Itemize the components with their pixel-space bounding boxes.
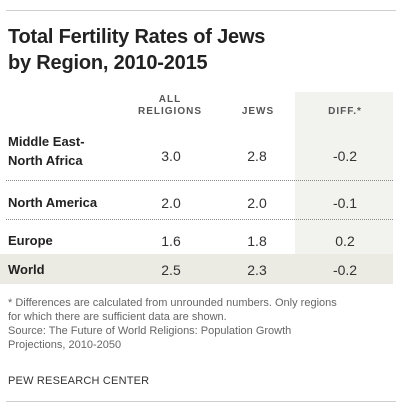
header-all-religions-line-1: ALL <box>158 94 182 105</box>
cell-europe-all-religions: 1.6 <box>161 233 181 249</box>
cell-mena-diff: -0.2 <box>332 148 358 164</box>
cell-europe-diff: 0.2 <box>335 233 355 249</box>
header-diff: DIFF.* <box>328 106 362 117</box>
header-all-religions-line-2: RELIGIONS <box>137 106 202 117</box>
title-line-1: Total Fertility Rates of Jews <box>8 26 266 48</box>
source-line-2: Projections, 2010-2050 <box>8 339 122 351</box>
bottom-rule <box>6 401 396 402</box>
row-label-europe: Europe <box>8 233 53 248</box>
cell-world-jews: 2.3 <box>247 262 267 278</box>
title-line-2: by Region, 2010-2015 <box>8 52 208 74</box>
row-divider <box>6 219 393 220</box>
row-divider <box>6 180 393 181</box>
cell-europe-jews: 1.8 <box>247 233 267 249</box>
cell-north-america-all-religions: 2.0 <box>161 195 181 211</box>
notes: * Differences are calculated from unroun… <box>8 296 396 352</box>
header-all-religions: ALL RELIGIONS <box>130 94 210 118</box>
note-line-1: * Differences are calculated from unroun… <box>8 297 337 309</box>
cell-mena-all-religions: 3.0 <box>161 148 181 164</box>
world-row-shade <box>0 254 393 284</box>
chart-title: Total Fertility Rates of Jews by Region,… <box>8 24 388 76</box>
source-line-1: Source: The Future of World Religions: P… <box>8 325 292 337</box>
row-label-middle-east-north-africa: Middle East- North Africa <box>8 132 85 170</box>
diff-column-shade <box>295 92 393 254</box>
row-label-line-1: Middle East- <box>8 134 85 149</box>
cell-north-america-diff: -0.1 <box>332 195 358 211</box>
row-label-line-2: North Africa <box>8 153 83 168</box>
row-label-north-america: North America <box>8 195 98 210</box>
top-rule <box>6 10 396 11</box>
row-label-world: World <box>8 262 45 277</box>
note-line-2: for which there are sufficient data are … <box>8 311 227 323</box>
pew-research-center-label: PEW RESEARCH CENTER <box>8 375 150 387</box>
cell-north-america-jews: 2.0 <box>247 195 267 211</box>
cell-world-all-religions: 2.5 <box>161 262 181 278</box>
cell-mena-jews: 2.8 <box>247 148 267 164</box>
cell-world-diff: -0.2 <box>332 262 358 278</box>
header-jews: JEWS <box>241 106 275 117</box>
fertility-table: ALL RELIGIONS JEWS DIFF.* Middle East- N… <box>0 92 402 284</box>
